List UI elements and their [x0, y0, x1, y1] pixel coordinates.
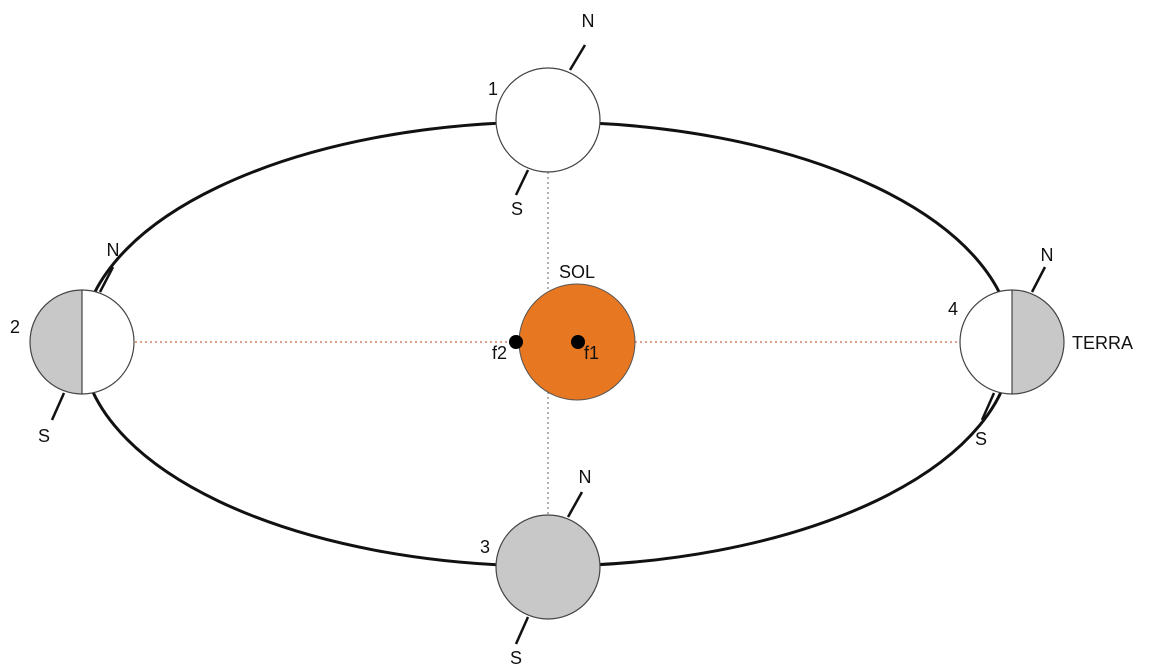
position-number: 4	[948, 299, 958, 319]
axis-south	[50, 392, 66, 421]
focus-f2	[509, 335, 523, 349]
focus-label: f2	[492, 343, 507, 363]
north-label: N	[579, 467, 592, 487]
earth	[495, 514, 601, 620]
axis-north	[568, 44, 587, 71]
focus-f1	[571, 335, 585, 349]
earth-outline	[29, 289, 135, 395]
north-label: N	[1041, 245, 1054, 265]
axis-north	[566, 491, 584, 518]
axis-north	[98, 266, 115, 293]
focus-label: f1	[584, 343, 599, 363]
earth	[495, 67, 601, 173]
north-label: N	[582, 11, 595, 31]
earth-night	[30, 290, 82, 394]
south-label: S	[38, 426, 50, 446]
earth-outline	[959, 289, 1065, 395]
axis-south	[980, 392, 996, 421]
axis-south	[514, 169, 530, 196]
earth-label: TERRA	[1072, 333, 1133, 353]
earth-night	[1012, 290, 1064, 394]
north-label: N	[107, 240, 120, 260]
position-number: 3	[480, 537, 490, 557]
sun-label: SOL	[559, 262, 595, 282]
axis-south	[514, 616, 530, 645]
position-number: 2	[10, 317, 20, 337]
south-label: S	[510, 648, 522, 668]
position-number: 1	[488, 79, 498, 99]
south-label: S	[511, 199, 523, 219]
south-label: S	[975, 429, 987, 449]
axis-north	[1030, 266, 1047, 293]
